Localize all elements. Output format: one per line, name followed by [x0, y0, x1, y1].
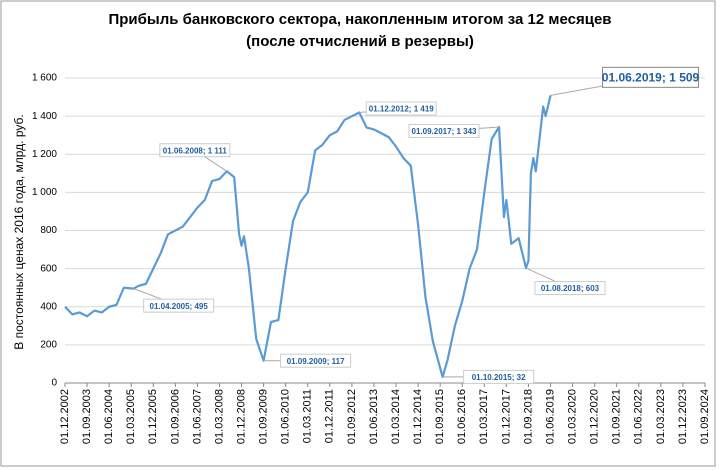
- x-tick-label: 01.06.2016: [456, 389, 468, 444]
- x-tick-label: 01.03.2020: [566, 389, 578, 444]
- x-tick-label: 01.12.2020: [589, 389, 601, 444]
- x-tick-label: 01.09.2003: [81, 389, 93, 444]
- annotation: 01.09.2009; 117: [287, 357, 345, 366]
- annotation-box: [143, 298, 215, 313]
- y-tick-label: 600: [40, 263, 57, 274]
- y-tick-label: 0: [51, 378, 57, 389]
- x-tick-label: 01.09.2018: [522, 389, 534, 444]
- y-tick-label: 800: [40, 225, 57, 236]
- x-tick-label: 01.09.2024: [699, 389, 711, 444]
- x-tick-label: 01.06.2013: [368, 389, 380, 444]
- x-tick-label: 01.06.2022: [633, 389, 645, 444]
- y-tick-label: 400: [40, 301, 57, 312]
- annotation: 01.08.2018; 603: [541, 284, 600, 293]
- annotation: 01.06.2019; 1 509: [602, 71, 700, 85]
- y-tick-label: 1 000: [32, 187, 57, 198]
- data-line: [64, 95, 552, 378]
- y-tick-label: 200: [40, 340, 57, 351]
- x-tick-label: 01.06.2010: [280, 389, 292, 444]
- x-tick-label: 01.12.2005: [147, 389, 159, 444]
- y-tick-label: 1 400: [32, 111, 57, 122]
- x-tick-label: 01.12.2008: [235, 389, 247, 444]
- annotation-box: [159, 143, 231, 158]
- x-tick-label: 01.12.2023: [677, 389, 689, 444]
- annotation: 01.09.2017; 1 343: [412, 127, 477, 136]
- x-tick-label: 01.03.2014: [390, 389, 402, 444]
- annotation: 01.06.2008; 1 111: [163, 146, 228, 155]
- x-tick-label: 01.12.2017: [500, 389, 512, 444]
- x-tick-label: 01.03.2008: [213, 389, 225, 444]
- y-tick-label: 1 200: [32, 149, 57, 160]
- annotation-box: [534, 281, 606, 296]
- annotation: 01.12.2012; 1 419: [369, 105, 434, 114]
- annotation: 01.04.2005; 495: [150, 302, 209, 311]
- chart-title: Прибыль банковского сектора, накопленным…: [108, 11, 611, 28]
- x-tick-label: 01.12.2014: [412, 389, 424, 444]
- annotation-box: [280, 353, 352, 368]
- x-tick-label: 01.03.2023: [655, 389, 667, 444]
- annotation-box: [408, 123, 480, 138]
- x-tick-label: 01.06.2007: [191, 389, 203, 444]
- x-tick-label: 01.09.2006: [169, 389, 181, 444]
- y-tick-label: 1 600: [32, 73, 57, 84]
- x-tick-label: 01.03.2005: [125, 389, 137, 444]
- x-tick-label: 01.06.2004: [103, 389, 115, 444]
- annotation: 01.10.2015; 32: [472, 373, 526, 382]
- annotation-box: [602, 66, 700, 88]
- x-tick-label: 01.09.2009: [258, 389, 270, 444]
- chart-subtitle: (после отчислений в резервы): [246, 33, 474, 50]
- x-tick-label: 01.03.2011: [302, 389, 314, 443]
- y-axis-title: В постоянных ценах 2016 года, млрд. руб.: [12, 114, 26, 349]
- x-tick-label: 01.12.2011: [324, 389, 336, 443]
- x-tick-label: 01.09.2021: [611, 389, 623, 444]
- x-tick-label: 01.09.2015: [434, 389, 446, 444]
- annotation-box: [365, 101, 437, 116]
- x-tick-label: 01.09.2012: [346, 389, 358, 444]
- annotation-box: [463, 369, 535, 384]
- x-tick-label: 01.03.2017: [478, 389, 490, 444]
- x-tick-label: 01.12.2002: [59, 389, 71, 444]
- x-tick-label: 01.06.2019: [544, 389, 556, 444]
